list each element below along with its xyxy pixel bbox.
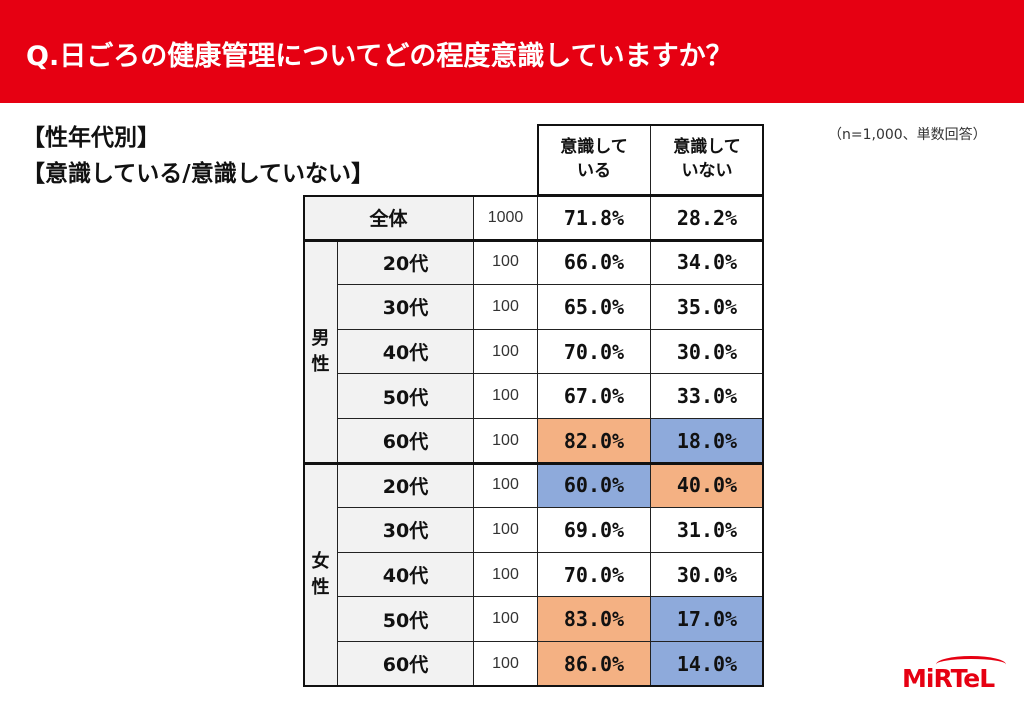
logo-arc: [936, 656, 1006, 673]
sample-size: 100: [473, 596, 538, 642]
total-row-label: 全体: [303, 195, 474, 241]
not-aware-value: 17.0%: [650, 596, 764, 642]
age-label: 40代: [337, 328, 474, 375]
total-row-n: 1000: [473, 195, 538, 241]
aware-value: 70.0%: [537, 551, 651, 598]
aware-value: 82.0%: [537, 418, 651, 464]
sample-size: 100: [473, 328, 538, 375]
sample-size: 100: [473, 641, 538, 687]
aware-value: 70.0%: [537, 328, 651, 375]
subtitle-measure: 【意識している/意識していない】: [22, 161, 375, 187]
sample-size: 100: [473, 239, 538, 286]
not-aware-value: 34.0%: [650, 239, 764, 286]
aware-value: 67.0%: [537, 373, 651, 419]
not-aware-value: 14.0%: [650, 641, 764, 687]
age-label: 40代: [337, 551, 474, 598]
not-aware-value: 30.0%: [650, 328, 764, 375]
total-aware-value: 71.8%: [537, 195, 651, 241]
aware-value: 86.0%: [537, 641, 651, 687]
aware-value: 66.0%: [537, 239, 651, 286]
age-label: 30代: [337, 284, 474, 330]
not-aware-value: 31.0%: [650, 507, 764, 553]
age-label: 20代: [337, 462, 474, 509]
age-label: 50代: [337, 373, 474, 419]
group-label-male: 男 性: [303, 239, 338, 464]
group-label-female: 女 性: [303, 462, 338, 687]
title-banner: Q.日ごろの健康管理についてどの程度意識していますか？: [0, 0, 1024, 103]
col-header-not-aware: 意識して いない: [650, 124, 764, 196]
not-aware-value: 35.0%: [650, 284, 764, 330]
age-label: 50代: [337, 596, 474, 642]
total-not-aware-value: 28.2%: [650, 195, 764, 241]
mirtel-logo: MiRTeL: [902, 664, 995, 693]
not-aware-value: 40.0%: [650, 462, 764, 509]
sample-size: 100: [473, 462, 538, 509]
sample-note: （n=1,000、単数回答）: [828, 127, 987, 143]
age-label: 60代: [337, 641, 474, 687]
sample-size: 100: [473, 373, 538, 419]
subtitle-segment: 【性年代別】: [22, 125, 160, 151]
sample-size: 100: [473, 284, 538, 330]
sample-size: 100: [473, 507, 538, 553]
col-header-aware: 意識して いる: [537, 124, 651, 196]
sample-size: 100: [473, 551, 538, 598]
question-title: Q.日ごろの健康管理についてどの程度意識していますか？: [26, 41, 733, 72]
age-label: 30代: [337, 507, 474, 553]
not-aware-value: 18.0%: [650, 418, 764, 464]
age-label: 20代: [337, 239, 474, 286]
sample-size: 100: [473, 418, 538, 464]
not-aware-value: 33.0%: [650, 373, 764, 419]
aware-value: 65.0%: [537, 284, 651, 330]
aware-value: 69.0%: [537, 507, 651, 553]
not-aware-value: 30.0%: [650, 551, 764, 598]
aware-value: 83.0%: [537, 596, 651, 642]
age-label: 60代: [337, 418, 474, 464]
aware-value: 60.0%: [537, 462, 651, 509]
